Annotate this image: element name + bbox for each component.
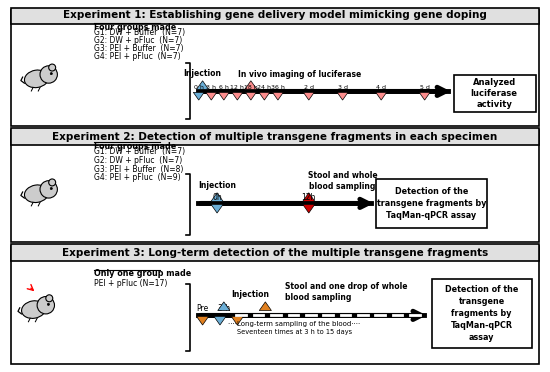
Text: 5 d: 5 d [420,85,430,90]
Polygon shape [218,92,229,100]
Text: 3 h: 3 h [218,304,230,314]
Polygon shape [206,92,217,100]
Text: G2: DW + pFluc  (N=7): G2: DW + pFluc (N=7) [95,156,183,165]
Polygon shape [196,316,208,325]
Circle shape [37,296,54,314]
Polygon shape [272,92,283,100]
Polygon shape [232,92,243,100]
Circle shape [40,66,57,83]
Circle shape [50,187,52,190]
Polygon shape [196,81,208,89]
Text: Stool and whole
blood sampling: Stool and whole blood sampling [308,171,377,191]
Text: Detection of the
transgene fragments by
TaqMan-qPCR assay: Detection of the transgene fragments by … [377,187,486,220]
Text: ····Long-term sampling of the blood····: ····Long-term sampling of the blood···· [228,321,360,327]
FancyBboxPatch shape [376,179,487,228]
Text: G3: PEI + Buffer  (N=7): G3: PEI + Buffer (N=7) [95,44,184,53]
Text: PEI + pFluc (N=17): PEI + pFluc (N=17) [95,279,168,288]
Text: 3 d: 3 d [338,85,348,90]
Circle shape [46,295,53,302]
Polygon shape [193,92,204,100]
Text: Injection: Injection [232,290,270,299]
Ellipse shape [24,185,48,202]
Text: 18 h: 18 h [244,85,258,90]
Text: Experiment 3: Long-term detection of the multiple transgene fragments: Experiment 3: Long-term detection of the… [62,248,488,258]
FancyBboxPatch shape [454,75,536,112]
Polygon shape [259,302,272,311]
Polygon shape [231,316,244,325]
Text: 6 h: 6 h [219,85,229,90]
Text: Experiment 2: Detection of multiple transgene fragments in each specimen: Experiment 2: Detection of multiple tran… [52,132,498,142]
Text: In vivo imaging of luciferase: In vivo imaging of luciferase [238,70,361,79]
Text: Detection of the
transgene
fragments by
TaqMan-qPCR
assay: Detection of the transgene fragments by … [445,285,518,341]
Text: Only one group made: Only one group made [95,269,192,278]
Polygon shape [302,193,315,202]
Polygon shape [245,81,257,89]
Text: Seventeen times at 3 h to 15 days: Seventeen times at 3 h to 15 days [236,329,352,335]
Text: G4: PEI + pFluc  (N=7): G4: PEI + pFluc (N=7) [95,52,181,61]
Text: 0 h: 0 h [194,85,204,90]
Polygon shape [211,193,223,202]
Circle shape [40,181,57,198]
Ellipse shape [24,70,48,88]
Polygon shape [419,92,430,100]
Text: 24 h: 24 h [257,85,271,90]
Polygon shape [337,92,348,100]
Circle shape [49,64,56,71]
Text: G3: PEI + Buffer  (N=8): G3: PEI + Buffer (N=8) [95,165,184,174]
Polygon shape [211,204,223,213]
Polygon shape [214,316,226,325]
Text: Injection: Injection [198,181,236,190]
Text: Experiment 1: Establishing gene delivery model mimicking gene doping: Experiment 1: Establishing gene delivery… [63,10,487,20]
FancyBboxPatch shape [12,246,538,364]
Circle shape [47,303,50,305]
Circle shape [49,179,56,186]
Polygon shape [218,302,230,311]
Text: Stool and one drop of whole
blood sampling: Stool and one drop of whole blood sampli… [285,282,407,302]
FancyBboxPatch shape [12,130,538,242]
Text: Four groups made: Four groups made [95,23,177,32]
Text: 3 h: 3 h [206,85,216,90]
Text: 4 d: 4 d [376,85,386,90]
Text: Pre: Pre [196,304,208,314]
Polygon shape [245,92,256,100]
Text: G1: DW + Buffer  (N=7): G1: DW + Buffer (N=7) [95,28,185,37]
Polygon shape [376,92,387,100]
Text: 2 d: 2 d [304,85,314,90]
Text: 12 h: 12 h [230,85,244,90]
Text: Four groups made: Four groups made [95,142,177,151]
FancyBboxPatch shape [432,279,532,348]
FancyBboxPatch shape [12,10,538,126]
Text: 12h: 12h [301,193,316,202]
Polygon shape [304,92,314,100]
Text: G1: DW + Buffer  (N=7): G1: DW + Buffer (N=7) [95,147,185,156]
Text: 0h: 0h [212,193,222,202]
Text: G2: DW + pFluc  (N=7): G2: DW + pFluc (N=7) [95,36,183,45]
Polygon shape [302,204,315,213]
FancyBboxPatch shape [12,8,538,24]
Text: Injection: Injection [184,69,222,78]
Ellipse shape [21,301,46,318]
Circle shape [50,73,52,75]
Text: G4: PEI + pFluc  (N=9): G4: PEI + pFluc (N=9) [95,173,181,182]
FancyBboxPatch shape [12,128,538,145]
FancyBboxPatch shape [12,244,538,261]
Polygon shape [259,92,270,100]
Text: 36 h: 36 h [271,85,285,90]
Text: Analyzed
luciferase
activity: Analyzed luciferase activity [471,78,518,109]
